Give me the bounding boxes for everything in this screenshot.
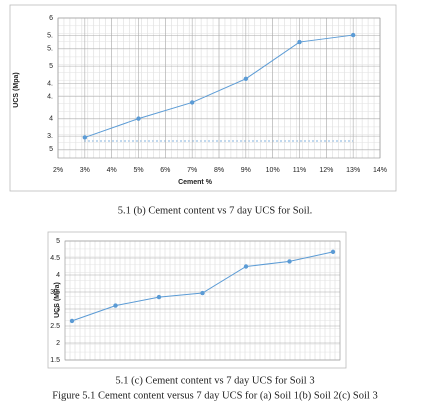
- y-tick-label: 4.: [47, 80, 53, 87]
- y-tick-label: 4.5: [50, 255, 60, 262]
- y-tick-label: 6: [49, 15, 53, 22]
- data-point: [287, 259, 292, 264]
- data-point: [69, 318, 75, 324]
- x-tick-label: 3%: [80, 167, 90, 174]
- y-tick-label: 1.5: [50, 357, 60, 364]
- chart-frame: [47, 231, 347, 369]
- x-tick-label: 14%: [373, 167, 387, 174]
- y-tick-label: 4: [56, 272, 60, 279]
- y-tick-label: 5: [49, 63, 53, 70]
- x-tick-label: 11%: [293, 167, 307, 174]
- x-tick-label: 12%: [319, 167, 333, 174]
- x-tick-label: 8%: [214, 167, 224, 174]
- y-tick-label: 5: [56, 238, 60, 245]
- y-tick-label: 5: [49, 146, 53, 153]
- data-point: [200, 290, 205, 296]
- y-tick-label: 5.: [47, 32, 53, 39]
- x-tick-label: 2%: [53, 167, 63, 174]
- y-tick-label: 5.: [47, 45, 53, 52]
- data-point: [113, 303, 118, 308]
- data-point: [82, 135, 88, 140]
- x-tick-label: 5%: [133, 167, 143, 174]
- plot-border: [57, 17, 381, 159]
- y-tick-label: 3.: [47, 133, 53, 140]
- x-tick-label: 4%: [107, 167, 117, 174]
- data-point: [297, 39, 302, 45]
- caption: 5.1 (b) Cement content vs 7 day UCS for …: [118, 205, 313, 216]
- y-tick-label: 3.5: [50, 289, 60, 296]
- data-point: [243, 76, 249, 82]
- x-tick-label: 6%: [160, 167, 170, 174]
- caption: 5.1 (c) Cement content vs 7 day UCS for …: [115, 375, 314, 386]
- x-tick-label: 10%: [266, 167, 280, 174]
- series-line: [84, 34, 354, 138]
- x-tick-label: 13%: [346, 167, 360, 174]
- y-tick-label: 2: [56, 340, 60, 347]
- y-axis-label: UCS (MPa): [54, 282, 61, 318]
- x-axis-label: Cement %: [178, 179, 213, 186]
- data-point: [189, 100, 195, 105]
- y-tick-label: 3: [56, 306, 60, 313]
- data-point: [330, 249, 336, 255]
- data-point: [136, 116, 141, 121]
- plot-border: [64, 240, 341, 361]
- figure-caption: Figure 5.1 Cement content versus 7 day U…: [52, 390, 377, 401]
- data-point: [156, 294, 162, 300]
- x-tick-label: 7%: [187, 167, 197, 174]
- x-tick-label: 9%: [241, 167, 251, 174]
- y-axis-label: UCS (Mpa): [13, 72, 20, 107]
- y-tick-label: 4.: [47, 94, 53, 101]
- data-point: [350, 32, 356, 38]
- y-tick-label: 2.5: [50, 323, 60, 330]
- data-point: [243, 264, 249, 269]
- y-tick-label: 4: [49, 115, 53, 122]
